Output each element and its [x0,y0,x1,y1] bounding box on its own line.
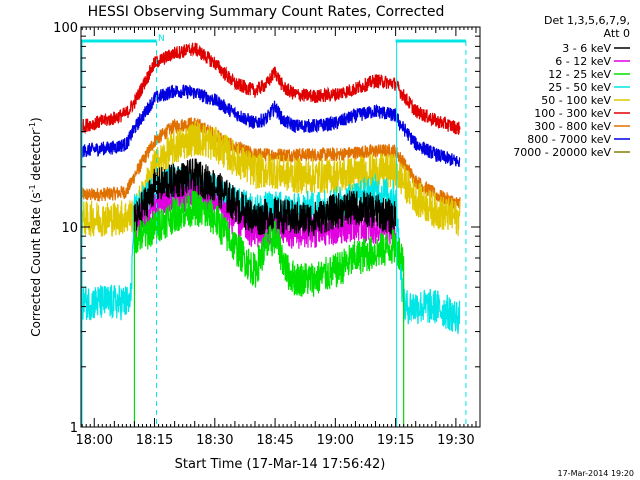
x-tick-label-0: 18:00 [76,433,113,448]
x-tick-label-2: 18:30 [196,433,233,448]
legend-label-5: 100 - 300 keV [534,107,611,120]
legend-label-1: 6 - 12 keV [555,55,611,68]
x-tick-label-3: 18:45 [256,433,293,448]
y-axis-label-mid: detector [29,130,43,185]
legend-label-6: 300 - 800 keV [534,120,611,133]
y-axis-label-end: ) [29,117,43,122]
y-tick-label-1: 10 [61,221,78,236]
legend-label-3: 25 - 50 keV [548,81,611,94]
legend-label-7: 800 - 7000 keV [527,133,611,146]
y-tick-label-0: 1 [70,421,78,436]
footer-date: 17-Mar-2014 19:20 [558,469,635,478]
y-tick-label-2: 100 [53,21,78,36]
y-axis: 1 10 100 [53,21,480,436]
legend-label-2: 12 - 25 keV [548,68,611,81]
series-line-0 [133,158,397,237]
legend-label-0: 3 - 6 keV [562,42,611,55]
legend-label-4: 50 - 100 keV [541,94,611,107]
y-axis-label-main: Corrected Count Rate (s [29,192,43,336]
legend-header-line1: Det 1,3,5,6,7,9, [544,14,630,27]
x-tick-label-5: 19:15 [377,433,414,448]
flag-label: N [158,34,165,44]
series-line-2 [133,190,405,297]
y-axis-label-sup2: -1 [28,122,37,130]
flag-layer [81,39,467,427]
chart-title: HESSI Observing Summary Count Rates, Cor… [88,4,445,20]
legend-header-line2: Att 0 [604,27,630,40]
legend-label-8: 7000 - 20000 keV [513,146,611,159]
x-tick-label-1: 18:15 [136,433,173,448]
x-axis: 18:00 18:15 18:30 18:45 19:00 19:15 19:30 [76,27,481,448]
x-tick-label-4: 19:00 [317,433,354,448]
series-layer [81,42,461,427]
y-axis-label: Corrected Count Rate (s-1 detector-1) [28,117,43,336]
x-axis-label: Start Time (17-Mar-14 17:56:42) [175,457,386,472]
y-axis-label-sup1: -1 [28,184,37,192]
x-tick-label-6: 19:30 [437,433,474,448]
